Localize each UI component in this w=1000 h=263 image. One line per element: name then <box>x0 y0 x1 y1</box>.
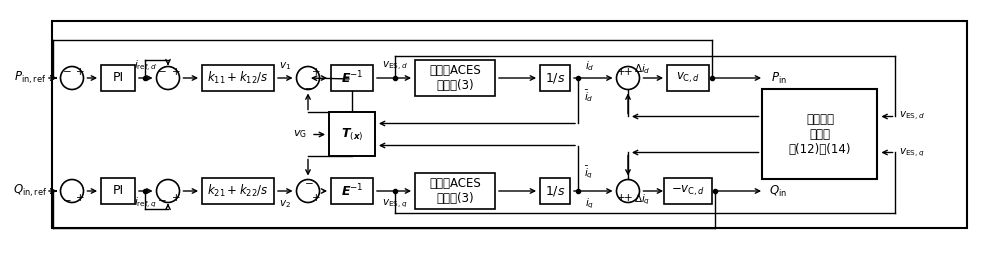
Text: $k_{21}+k_{22}/s$: $k_{21}+k_{22}/s$ <box>207 183 269 199</box>
Text: $v_2$: $v_2$ <box>279 198 291 210</box>
Text: $P_{\mathrm{in}}$: $P_{\mathrm{in}}$ <box>771 70 787 85</box>
Text: $v_{\mathrm{G}}$: $v_{\mathrm{G}}$ <box>293 129 307 140</box>
Text: $v_{\mathrm{ES},q}$: $v_{\mathrm{ES},q}$ <box>899 146 925 159</box>
Text: $1/s$: $1/s$ <box>545 71 565 85</box>
Text: $+$: $+$ <box>623 192 633 203</box>
Text: $-$: $-$ <box>62 194 71 204</box>
Text: $1/s$: $1/s$ <box>545 184 565 198</box>
Text: $\Delta i_q$: $\Delta i_q$ <box>634 193 650 207</box>
Text: $-$: $-$ <box>304 177 313 187</box>
Bar <box>415 173 495 209</box>
Text: $P_{\mathrm{in,ref}}$: $P_{\mathrm{in,ref}}$ <box>14 70 46 86</box>
Bar <box>329 113 375 156</box>
Text: $v_{\mathrm{C},d}$: $v_{\mathrm{C},d}$ <box>676 71 700 85</box>
Text: 非线性ACES
模型式(3): 非线性ACES 模型式(3) <box>429 177 481 205</box>
Text: $+$: $+$ <box>616 192 625 203</box>
Text: $i_{\mathrm{ref},d}$: $i_{\mathrm{ref},d}$ <box>134 58 157 74</box>
Text: $i_{\mathrm{ref},q}$: $i_{\mathrm{ref},q}$ <box>134 196 157 210</box>
Text: $-$: $-$ <box>157 194 167 204</box>
Text: PI: PI <box>112 72 124 84</box>
Text: $+$: $+$ <box>75 67 84 78</box>
Text: $\bar{i}_q$: $\bar{i}_q$ <box>584 165 593 181</box>
Text: $k_{11}+k_{12}/s$: $k_{11}+k_{12}/s$ <box>207 70 269 86</box>
Bar <box>540 65 570 91</box>
Bar <box>331 65 373 91</box>
Text: $Q_{\mathrm{in}}$: $Q_{\mathrm{in}}$ <box>769 184 787 199</box>
Text: $-v_{\mathrm{C},d}$: $-v_{\mathrm{C},d}$ <box>671 184 705 198</box>
Text: $+$: $+$ <box>75 192 84 203</box>
Bar <box>415 60 495 96</box>
Bar <box>331 178 373 204</box>
Text: $-$: $-$ <box>157 65 167 75</box>
Text: $\bar{i}_d$: $\bar{i}_d$ <box>584 88 594 104</box>
Text: $\boldsymbol{E}^{-1}$: $\boldsymbol{E}^{-1}$ <box>341 183 363 199</box>
Text: $+$: $+$ <box>171 67 180 78</box>
Bar <box>101 65 135 91</box>
Text: $v_{\mathrm{ES},q}$: $v_{\mathrm{ES},q}$ <box>382 198 408 210</box>
Text: $\Delta i_d$: $\Delta i_d$ <box>634 63 650 76</box>
Bar <box>664 178 712 204</box>
Text: $+$: $+$ <box>623 67 633 78</box>
Bar <box>762 89 877 180</box>
Text: $i_d$: $i_d$ <box>585 59 595 73</box>
Text: $v_{\mathrm{ES},d}$: $v_{\mathrm{ES},d}$ <box>382 59 408 73</box>
Text: $+$: $+$ <box>311 67 320 78</box>
Text: $v_1$: $v_1$ <box>279 60 291 72</box>
Bar <box>667 65 709 91</box>
Bar <box>202 178 274 204</box>
Bar <box>101 178 135 204</box>
Text: $+$: $+$ <box>311 192 320 203</box>
Text: $Q_{\mathrm{in,ref}}$: $Q_{\mathrm{in,ref}}$ <box>13 183 47 199</box>
Text: $+$: $+$ <box>171 192 180 203</box>
Text: 非线性ACES
模型式(3): 非线性ACES 模型式(3) <box>429 64 481 92</box>
Text: $i_q$: $i_q$ <box>585 197 595 211</box>
Bar <box>540 178 570 204</box>
Text: $+$: $+$ <box>616 67 625 78</box>
Text: $-$: $-$ <box>304 83 313 93</box>
Text: $v_{\mathrm{ES},d}$: $v_{\mathrm{ES},d}$ <box>899 110 925 123</box>
Text: PI: PI <box>112 185 124 198</box>
Bar <box>202 65 274 91</box>
Text: $-$: $-$ <box>62 65 71 75</box>
Text: $\boldsymbol{E}^{-1}$: $\boldsymbol{E}^{-1}$ <box>341 70 363 86</box>
Text: $\boldsymbol{T}_{(\boldsymbol{x})}$: $\boldsymbol{T}_{(\boldsymbol{x})}$ <box>341 126 363 143</box>
Text: 鲁棒扰动
观测器
式(12)、(14): 鲁棒扰动 观测器 式(12)、(14) <box>789 113 851 156</box>
Bar <box>52 21 967 228</box>
